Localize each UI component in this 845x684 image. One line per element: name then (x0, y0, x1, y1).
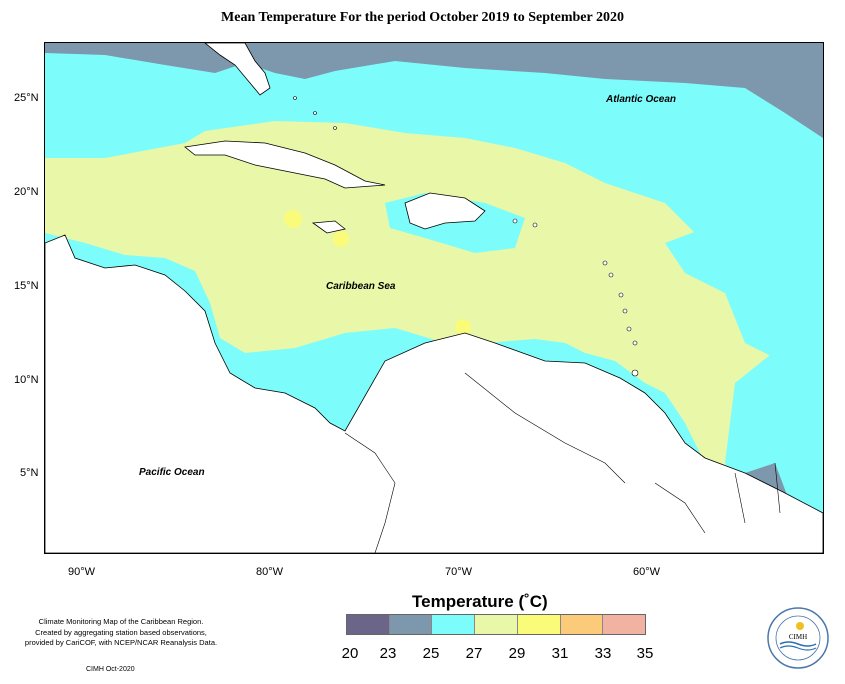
credits-line-3: provided by CariCOF, with NCEP/NCAR Rean… (24, 638, 218, 647)
credits-stamp: CIMH Oct-2020 (86, 666, 135, 673)
logo-text: CIMH (789, 633, 807, 641)
label-pacific-ocean: Pacific Ocean (139, 467, 205, 478)
legend-swatch-29-31 (517, 615, 561, 634)
legend-swatch-23-25 (389, 615, 433, 634)
lon-label-90: 90°W (68, 566, 96, 578)
zone-25-27-north (45, 43, 823, 553)
lat-label-10: 10°N (14, 374, 39, 386)
zone-23-25-north (45, 43, 823, 138)
label-caribbean-sea: Caribbean Sea (326, 281, 396, 292)
legend-tick-29: 29 (508, 645, 526, 662)
credits-line-1: Climate Monitoring Map of the Caribbean … (38, 617, 204, 626)
legend-swatch-25-27 (432, 615, 476, 634)
lat-label-20: 20°N (14, 186, 39, 198)
lon-label-80: 80°W (256, 566, 284, 578)
land-florida (204, 43, 271, 96)
cimh-logo-icon: CIMH (767, 607, 829, 669)
land-jamaica (311, 220, 346, 234)
land-hispaniola (404, 192, 486, 230)
legend-tick-35: 35 (636, 645, 654, 662)
legend-tick-23: 23 (379, 645, 397, 662)
credits-text: Climate Monitoring Map of the Caribbean … (6, 617, 236, 649)
lon-label-70: 70°W (445, 566, 473, 578)
lat-label-5: 5°N (20, 467, 39, 479)
legend-swatch-20-23 (347, 615, 390, 634)
legend-tick-25: 25 (422, 645, 440, 662)
zone-29-31-jamaica-south (333, 231, 349, 247)
legend-color-bar (346, 614, 646, 635)
legend-tick-33: 33 (594, 645, 612, 662)
lat-label-25: 25°N (14, 92, 39, 104)
land-central-america (45, 234, 823, 553)
border-lines (344, 372, 781, 553)
legend-tick-31: 31 (551, 645, 569, 662)
lat-label-15: 15°N (14, 280, 39, 292)
label-atlantic-ocean: Atlantic Ocean (606, 94, 677, 105)
zone-25-27-east (665, 228, 823, 373)
land-cuba (184, 140, 386, 189)
legend-swatch-33-35 (603, 615, 646, 634)
legend-swatch-31-33 (560, 615, 604, 634)
legend-swatch-27-29 (475, 615, 518, 634)
legend-tick-27: 27 (465, 645, 483, 662)
zone-29-31-jamaica (284, 210, 302, 228)
credits-line-2: Created by aggregating station based obs… (35, 627, 207, 637)
legend-title: Temperature (˚C) (412, 592, 548, 611)
zone-29-31-aruba (455, 319, 471, 335)
temperature-map (45, 43, 823, 553)
lon-label-60: 60°W (633, 566, 661, 578)
legend-tick-20: 20 (341, 645, 359, 662)
map-area (44, 42, 824, 554)
map-title: Mean Temperature For the period October … (221, 10, 624, 25)
lesser-antilles (293, 96, 639, 377)
